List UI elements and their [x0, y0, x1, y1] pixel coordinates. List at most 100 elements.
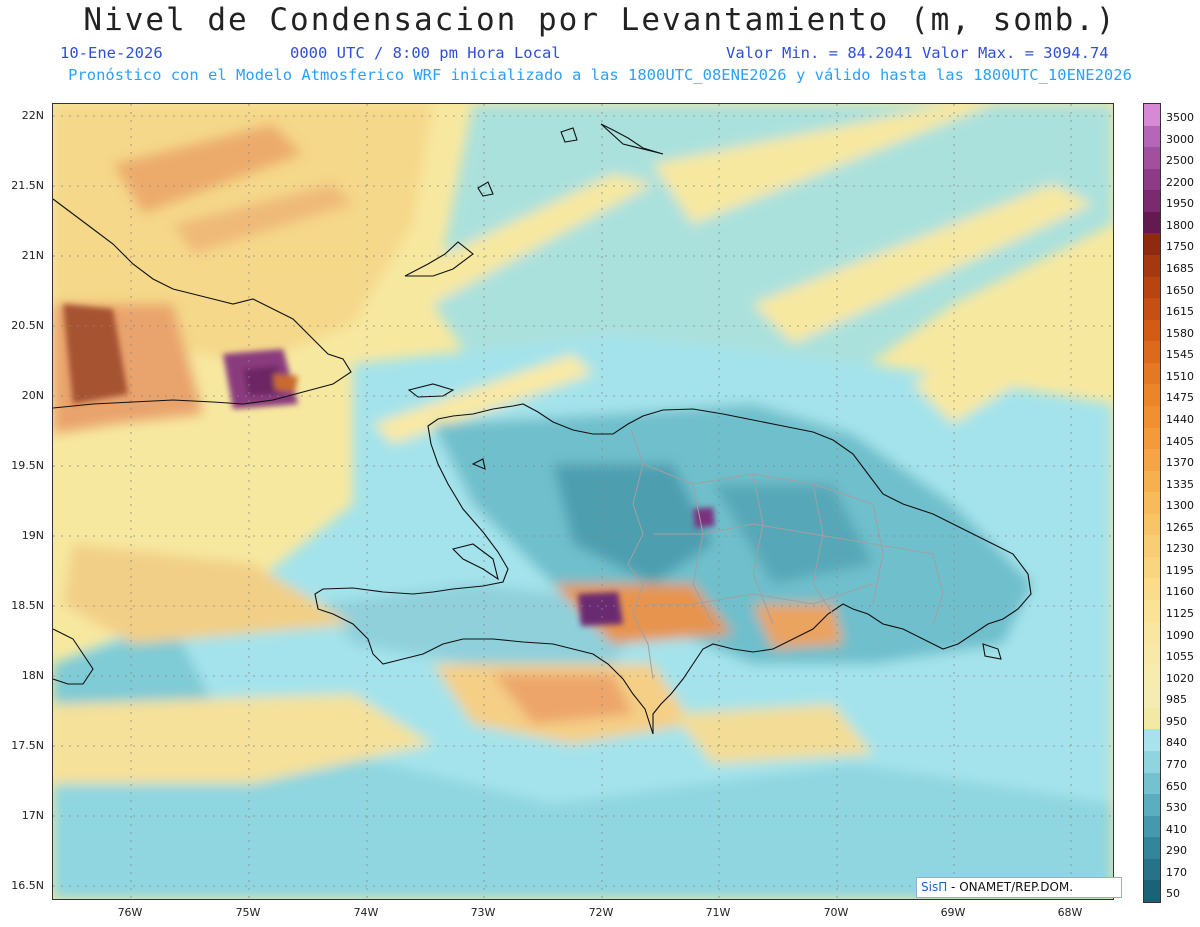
- colorbar-swatch: [1144, 707, 1160, 730]
- colorbar-swatch: [1144, 298, 1160, 321]
- colorbar: [1143, 103, 1161, 903]
- high-lcl-cores: [63, 304, 715, 626]
- colorbar-swatch: [1144, 600, 1160, 623]
- colorbar-swatch: [1144, 794, 1160, 817]
- colorbar-label: 650: [1166, 779, 1187, 793]
- lat-label: 18.5N: [11, 599, 44, 612]
- lon-label: 69W: [940, 906, 966, 919]
- colorbar-swatch: [1144, 125, 1160, 148]
- colorbar-label: 1580: [1166, 326, 1194, 340]
- lat-label: 21N: [21, 249, 44, 262]
- colorbar-label: 2200: [1166, 175, 1194, 189]
- colorbar-label: 1615: [1166, 305, 1194, 319]
- lat-label: 17N: [21, 809, 44, 822]
- lon-label: 72W: [588, 906, 614, 919]
- colorbar-label: 1265: [1166, 520, 1194, 534]
- colorbar-swatch: [1144, 578, 1160, 601]
- colorbar-swatch: [1144, 686, 1160, 709]
- colorbar-swatch: [1144, 815, 1160, 838]
- colorbar-swatch: [1144, 384, 1160, 407]
- colorbar-label: 1055: [1166, 650, 1194, 664]
- colorbar-swatch: [1144, 621, 1160, 644]
- colorbar-label: 1370: [1166, 456, 1194, 470]
- colorbar-label: 1160: [1166, 585, 1194, 599]
- colorbar-label: 770: [1166, 758, 1187, 772]
- colorbar-swatch: [1144, 556, 1160, 579]
- colorbar-label: 1405: [1166, 434, 1194, 448]
- colorbar-label: 1650: [1166, 283, 1194, 297]
- colorbar-label: 1800: [1166, 218, 1194, 232]
- colorbar-label: 950: [1166, 714, 1187, 728]
- colorbar-label: 1475: [1166, 391, 1194, 405]
- colorbar-swatch: [1144, 837, 1160, 860]
- colorbar-swatch: [1144, 513, 1160, 536]
- colorbar-swatch: [1144, 729, 1160, 752]
- colorbar-swatch: [1144, 362, 1160, 385]
- lat-label: 20.5N: [11, 319, 44, 332]
- lat-label: 17.5N: [11, 739, 44, 752]
- colorbar-label: 290: [1166, 844, 1187, 858]
- colorbar-label: 1300: [1166, 499, 1194, 513]
- colorbar-swatch: [1144, 535, 1160, 558]
- colorbar-swatch: [1144, 104, 1160, 127]
- colorbar-swatch: [1144, 405, 1160, 428]
- colorbar-label: 170: [1166, 865, 1187, 879]
- colorbar-swatch: [1144, 858, 1160, 881]
- colorbar-label: 1750: [1166, 240, 1194, 254]
- lat-label: 16.5N: [11, 879, 44, 892]
- lat-label: 19N: [21, 529, 44, 542]
- colorbar-label: 985: [1166, 693, 1187, 707]
- lon-label: 75W: [235, 906, 261, 919]
- forecast-date: 10-Ene-2026: [60, 44, 163, 62]
- colorbar-swatch: [1144, 211, 1160, 234]
- colorbar-label: 1230: [1166, 542, 1194, 556]
- coastlines: [53, 123, 1032, 735]
- lat-label: 21.5N: [11, 179, 44, 192]
- map-title: Nivel de Condensacion por Levantamiento …: [83, 2, 1117, 38]
- colorbar-swatch: [1144, 233, 1160, 256]
- colorbar-label: 1020: [1166, 671, 1194, 685]
- colorbar-label: 3500: [1166, 111, 1194, 124]
- colorbar-swatch: [1144, 427, 1160, 450]
- credit-box: SisΠ - ONAMET/REP.DOM.: [916, 877, 1122, 898]
- lat-label: 18N: [21, 669, 44, 682]
- lon-label: 76W: [117, 906, 143, 919]
- colorbar-label: 1545: [1166, 348, 1194, 362]
- map-canvas[interactable]: [53, 104, 1113, 899]
- lon-label: 74W: [353, 906, 379, 919]
- province-boundaries: [627, 428, 944, 680]
- colorbar-swatch: [1144, 470, 1160, 493]
- colorbar-label: 1685: [1166, 261, 1194, 275]
- lon-label: 68W: [1057, 906, 1083, 919]
- colorbar-label: 1125: [1166, 607, 1194, 621]
- colorbar-label: 2500: [1166, 154, 1194, 168]
- colorbar-label: 1440: [1166, 412, 1194, 426]
- min-max-values: Valor Min. = 84.2041 Valor Max. = 3094.7…: [726, 44, 1109, 62]
- colorbar-label: 1090: [1166, 628, 1194, 642]
- colorbar-label: 530: [1166, 801, 1187, 815]
- colorbar-label: 840: [1166, 736, 1187, 750]
- lon-label: 70W: [823, 906, 849, 919]
- colorbar-label: 50: [1166, 887, 1180, 901]
- sispi-logo: SisΠ: [921, 880, 948, 894]
- lon-label: 71W: [705, 906, 731, 919]
- colorbar-swatch: [1144, 341, 1160, 364]
- colorbar-swatch: [1144, 751, 1160, 774]
- map-panel[interactable]: [52, 103, 1114, 900]
- lat-label: 22N: [21, 109, 44, 122]
- credit-text: - ONAMET/REP.DOM.: [947, 880, 1074, 894]
- colorbar-swatch: [1144, 772, 1160, 795]
- model-info: Pronóstico con el Modelo Atmosferico WRF…: [68, 66, 1132, 84]
- lon-label: 73W: [470, 906, 496, 919]
- colorbar-swatch: [1144, 880, 1160, 903]
- colorbar-label: 1195: [1166, 563, 1194, 577]
- colorbar-swatch: [1144, 147, 1160, 170]
- colorbar-label: 1510: [1166, 369, 1194, 383]
- colorbar-swatch: [1144, 168, 1160, 191]
- lat-label: 19.5N: [11, 459, 44, 472]
- colorbar-swatch: [1144, 254, 1160, 278]
- colorbar-label: 3000: [1166, 132, 1194, 146]
- colorbar-swatch: [1144, 643, 1160, 666]
- lat-label: 20N: [21, 389, 44, 402]
- graticule: [53, 104, 1113, 899]
